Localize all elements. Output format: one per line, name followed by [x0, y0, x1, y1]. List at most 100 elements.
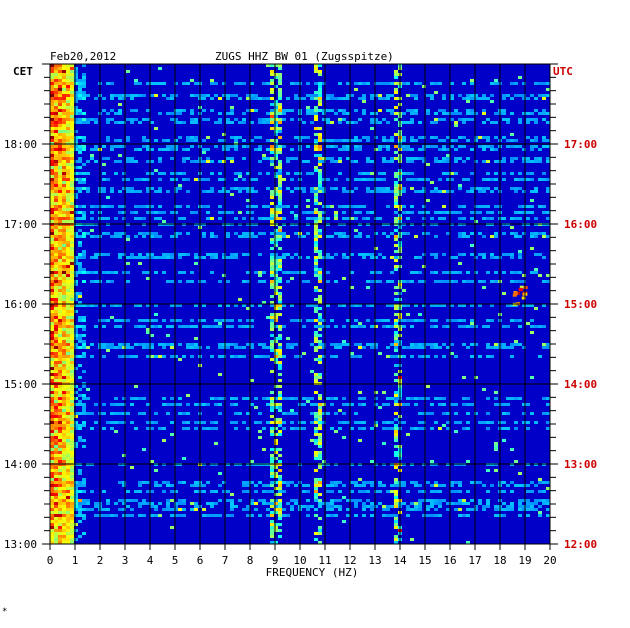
- spectrogram-cell: [70, 409, 74, 412]
- spectrogram-cell: [58, 91, 62, 94]
- spectrogram-cell: [490, 94, 494, 97]
- spectrogram-cell: [70, 451, 74, 454]
- spectrogram-cell: [522, 112, 526, 115]
- spectrogram-cell: [66, 166, 70, 169]
- spectrogram-cell: [510, 112, 514, 115]
- spectrogram-cell: [314, 532, 318, 535]
- spectrogram-cell: [62, 271, 66, 274]
- spectrogram-cell: [318, 334, 322, 337]
- spectrogram-cell: [350, 160, 354, 163]
- spectrogram-cell: [62, 169, 66, 172]
- spectrogram-cell: [70, 499, 74, 502]
- spectrogram-cell: [74, 310, 78, 313]
- spectrogram-cell: [50, 364, 54, 367]
- spectrogram-cell: [202, 235, 206, 238]
- spectrogram-cell: [66, 337, 70, 340]
- spectrogram-cell: [358, 325, 362, 328]
- spectrogram-cell: [82, 424, 86, 427]
- spectrogram-cell: [70, 97, 74, 100]
- spectrogram-cell: [122, 499, 126, 502]
- spectrogram-cell: [58, 112, 62, 115]
- spectrogram-cell: [158, 112, 162, 115]
- spectrogram-cell: [62, 151, 66, 154]
- spectrogram-cell: [126, 262, 130, 265]
- spectrogram-cell: [386, 490, 390, 493]
- spectrogram-cell: [126, 346, 130, 349]
- spectrogram-cell: [274, 448, 278, 451]
- spectrogram-cell: [278, 454, 282, 457]
- spectrogram-cell: [434, 112, 438, 115]
- spectrogram-cell: [458, 94, 462, 97]
- spectrogram-cell: [330, 139, 334, 142]
- spectrogram-cell: [62, 256, 66, 259]
- spectrogram-cell: [82, 178, 86, 181]
- spectrogram-cell: [54, 499, 58, 502]
- spectrogram-cell: [118, 94, 122, 97]
- spectrogram-cell: [66, 442, 70, 445]
- spectrogram-cell: [490, 280, 494, 283]
- spectrogram-cell: [50, 202, 54, 205]
- x-tick-label: 3: [122, 554, 129, 567]
- spectrogram-cell: [62, 64, 66, 67]
- spectrogram-cell: [486, 346, 490, 349]
- spectrogram-cell: [330, 94, 334, 97]
- spectrogram-cell: [58, 460, 62, 463]
- spectrogram-cell: [258, 304, 262, 307]
- spectrogram-cell: [62, 439, 66, 442]
- spectrogram-cell: [58, 64, 62, 67]
- spectrogram-cell: [178, 271, 182, 274]
- spectrogram-cell: [362, 100, 366, 103]
- spectrogram-cell: [394, 229, 398, 232]
- spectrogram-cell: [478, 481, 482, 484]
- spectrogram-cell: [426, 355, 430, 358]
- spectrogram-cell: [70, 169, 74, 172]
- spectrogram-cell: [54, 427, 58, 430]
- spectrogram-cell: [422, 514, 426, 517]
- spectrogram-cell: [366, 190, 370, 193]
- spectrogram-cell: [62, 493, 66, 496]
- spectrogram-cell: [78, 337, 82, 340]
- spectrogram-cell: [334, 430, 338, 433]
- spectrogram-cell: [414, 502, 418, 505]
- spectrogram-cell: [274, 403, 278, 406]
- spectrogram-cell: [66, 457, 70, 460]
- spectrogram-cell: [226, 280, 230, 283]
- spectrogram-cell: [106, 157, 110, 160]
- spectrogram-cell: [254, 109, 258, 112]
- spectrogram-cell: [62, 190, 66, 193]
- spectrogram-cell: [318, 217, 322, 220]
- spectrogram-cell: [430, 94, 434, 97]
- spectrogram-cell: [194, 325, 198, 328]
- spectrogram-cell: [430, 271, 434, 274]
- spectrogram-cell: [138, 253, 142, 256]
- spectrogram-cell: [74, 262, 78, 265]
- spectrogram-cell: [62, 133, 66, 136]
- spectrogram-cell: [66, 523, 70, 526]
- spectrogram-cell: [274, 154, 278, 157]
- spectrogram-cell: [314, 241, 318, 244]
- spectrogram-cell: [74, 328, 78, 331]
- spectrogram-cell: [470, 355, 474, 358]
- spectrogram-cell: [178, 217, 182, 220]
- spectrogram-cell: [206, 94, 210, 97]
- spectrogram-cell: [206, 148, 210, 151]
- spectrogram-cell: [442, 211, 446, 214]
- spectrogram-cell: [430, 412, 434, 415]
- spectrogram-cell: [286, 397, 290, 400]
- spectrogram-cell: [86, 397, 90, 400]
- spectrogram-cell: [154, 514, 158, 517]
- spectrogram-cell: [74, 514, 78, 517]
- spectrogram-cell: [418, 82, 422, 85]
- spectrogram-cell: [82, 82, 86, 85]
- spectrogram-cell: [186, 325, 190, 328]
- spectrogram-cell: [162, 94, 166, 97]
- spectrogram-cell: [470, 190, 474, 193]
- spectrogram-cell: [154, 481, 158, 484]
- spectrogram-cell: [446, 190, 450, 193]
- spectrogram-cell: [386, 160, 390, 163]
- spectrogram-cell: [502, 427, 506, 430]
- spectrogram-cell: [542, 136, 546, 139]
- spectrogram-cell: [430, 181, 434, 184]
- spectrogram-cell: [174, 82, 178, 85]
- spectrogram-cell: [270, 115, 274, 118]
